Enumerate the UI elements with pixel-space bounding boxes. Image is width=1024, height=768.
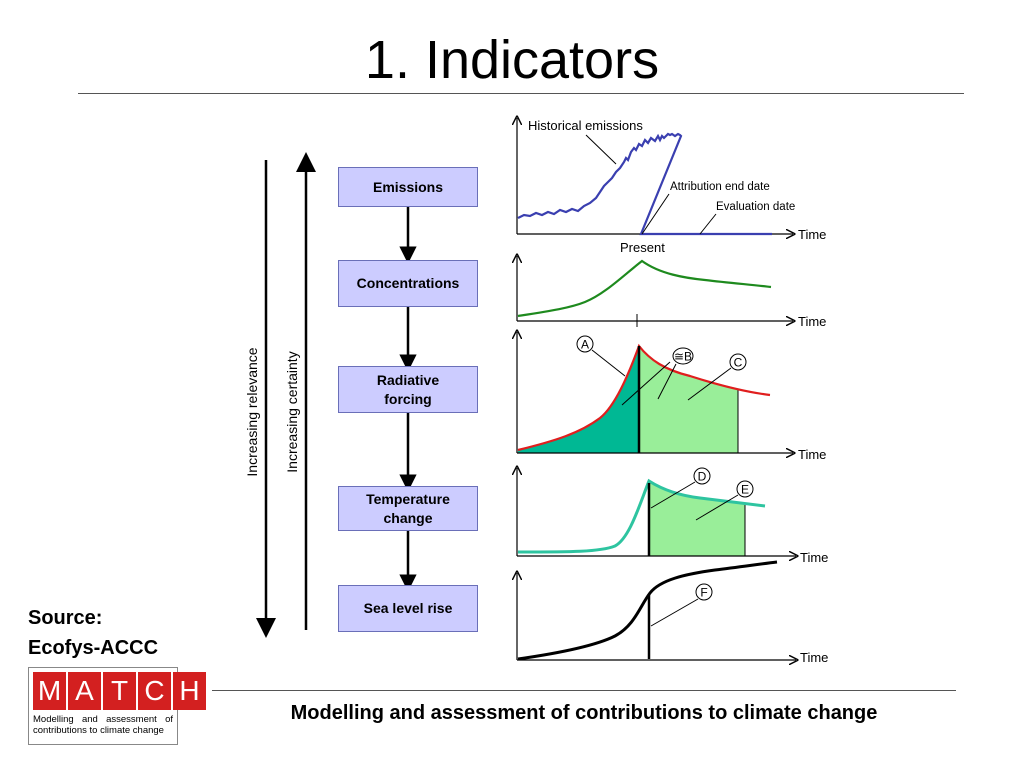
present-label: Present	[620, 240, 665, 255]
source-credit: Source: Ecofys-ACCC	[28, 603, 158, 663]
concentrations-box: Concentrations	[338, 260, 478, 307]
certainty-label: Increasing certainty	[284, 351, 300, 472]
label-f: F	[700, 586, 707, 600]
label-a-leader	[591, 349, 626, 377]
attribution-end-date-label: Attribution end date	[670, 181, 770, 193]
sea-level-line	[517, 560, 778, 661]
label-d-circle	[693, 467, 711, 485]
page-title: 1. Indicators	[364, 30, 660, 90]
forcing-area-a	[518, 346, 639, 453]
logo-letter: C	[138, 672, 171, 710]
label-b-circle	[672, 347, 694, 365]
source-label: Source:	[28, 607, 103, 629]
relevance-label: Increasing relevance	[244, 347, 260, 476]
title-divider	[78, 93, 964, 94]
source-name: Ecofys-ACCC	[28, 637, 159, 659]
logo-letter: M	[33, 672, 66, 710]
temperature-change-graph: D E Time	[517, 468, 828, 565]
emissions-time-label: Time	[798, 227, 826, 242]
sea-level-time-label: Time	[800, 650, 828, 665]
historical-emissions-leader	[585, 134, 617, 165]
sea-level-rise-box-label: Sea level rise	[363, 600, 453, 616]
sea-level-rise-box: Sea level rise	[338, 585, 478, 632]
label-e-leader	[695, 494, 739, 521]
radiative-forcing-box: Radiative forcing	[338, 366, 478, 413]
emissions-box: Emissions	[338, 167, 478, 207]
emissions-graph: Historical emissions Attribution end dat…	[517, 118, 826, 255]
concentrations-line	[517, 259, 772, 318]
evaluation-date-label: Evaluation date	[716, 201, 795, 213]
area-a-pointer	[621, 361, 671, 406]
concentrations-time-label: Time	[798, 314, 826, 329]
logo-letter: H	[173, 672, 206, 710]
footer-title: Modelling and assessment of contribution…	[290, 702, 878, 724]
emissions-box-label: Emissions	[372, 178, 444, 195]
label-e-circle	[736, 480, 754, 498]
label-e: E	[741, 483, 749, 497]
temperature-change-box: Temperature change	[338, 486, 478, 531]
indicator-graphs: Historical emissions Attribution end dat…	[500, 108, 828, 665]
temperature-area-e	[648, 480, 746, 557]
chain-connectors	[399, 207, 417, 592]
match-logo: M A T C H Modelling and assessment of co…	[28, 667, 206, 745]
logo-subtitle: Modelling and assessment of contribution…	[33, 714, 173, 736]
side-axes: Increasing relevance Increasing certaint…	[244, 152, 316, 638]
concentrations-box-label: Concentrations	[356, 275, 460, 291]
temperature-change-box-label: Temperature change	[366, 490, 450, 526]
historical-emissions-line	[517, 132, 772, 236]
footer-divider	[212, 690, 956, 691]
label-c-leader	[687, 367, 732, 401]
label-c-circle	[729, 353, 747, 371]
label-a: A	[581, 338, 589, 352]
radiative-forcing-graph: A ≅B C Time	[517, 332, 826, 462]
label-c: C	[734, 356, 743, 370]
evaluation-date-leader	[699, 213, 717, 235]
logo-letter: A	[68, 672, 101, 710]
radiative-forcing-box-label: Radiative forcing	[376, 371, 440, 407]
logo-letters: M A T C H	[33, 672, 206, 710]
label-f-leader	[650, 598, 699, 627]
label-b: ≅B	[674, 350, 692, 364]
temperature-time-label: Time	[800, 550, 828, 565]
label-b-leader	[657, 363, 677, 400]
sea-level-rise-graph: F Time	[517, 560, 828, 665]
label-f-circle	[695, 583, 713, 601]
concentrations-graph: Time	[517, 256, 826, 329]
label-a-circle	[576, 335, 594, 353]
temperature-line	[517, 478, 766, 554]
label-d-leader	[650, 481, 696, 509]
logo-letter: T	[103, 672, 136, 710]
label-d: D	[698, 470, 707, 484]
forcing-time-label: Time	[798, 447, 826, 462]
historical-emissions-label: Historical emissions	[528, 118, 643, 133]
attribution-end-date-leader	[641, 193, 670, 235]
